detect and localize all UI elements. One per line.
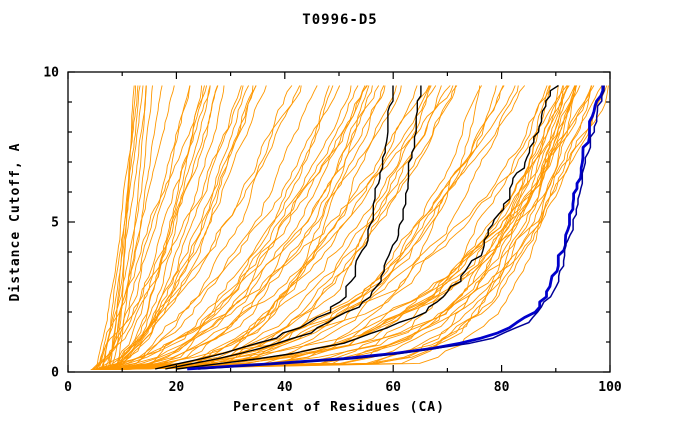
ensemble-curve — [91, 85, 368, 371]
x-tick-label: 60 — [385, 380, 401, 395]
black-model-1-curve — [154, 85, 394, 370]
ensemble-curve — [100, 85, 191, 370]
ensemble-curve — [113, 85, 397, 371]
ensemble-curve — [109, 85, 497, 371]
blue-model-2-curve — [198, 85, 605, 370]
ensemble-curve — [95, 85, 219, 370]
ensemble-curve — [111, 85, 451, 371]
ensemble-curve — [91, 85, 526, 371]
ensemble-curve — [106, 85, 175, 370]
y-tick-label: 10 — [43, 66, 59, 81]
ensemble-curve — [115, 85, 352, 371]
ensemble-curve — [92, 85, 592, 371]
ensemble-curve — [116, 85, 293, 370]
ensemble-curve — [101, 85, 249, 371]
curves-layer — [90, 84, 609, 371]
x-tick-label: 0 — [64, 380, 72, 395]
ensemble-curve — [104, 85, 516, 371]
ensemble-curve — [95, 85, 454, 371]
ensemble-curve — [102, 85, 402, 371]
ensemble-curve — [101, 85, 334, 371]
ensemble-curve — [98, 85, 456, 371]
y-tick-label: 0 — [51, 366, 59, 381]
ensemble-curve — [113, 85, 595, 371]
ensemble-curve — [91, 85, 211, 370]
x-tick-label: 40 — [277, 380, 293, 395]
ensemble-curve — [107, 85, 147, 370]
ensemble-curve — [95, 85, 577, 371]
ensemble-curve — [99, 85, 608, 371]
ensemble-curve — [103, 85, 504, 371]
ensemble-curve — [90, 85, 581, 371]
ensemble-curve — [101, 85, 578, 371]
ensemble-curve — [103, 85, 359, 371]
ensemble-curve — [116, 85, 548, 371]
x-tick-label: 100 — [598, 380, 622, 395]
ensemble-curve — [110, 85, 481, 371]
ensemble-curve — [105, 85, 442, 371]
x-tick-label: 80 — [494, 380, 510, 395]
ensemble-curve — [111, 85, 301, 371]
ensemble-curve — [101, 85, 368, 371]
ensemble-curve — [115, 85, 569, 371]
ensemble-curve — [96, 85, 205, 371]
ensemble-curve — [96, 85, 267, 370]
ensemble-curve — [103, 85, 568, 371]
ensemble-curve — [107, 85, 576, 371]
ensemble-curve — [92, 85, 191, 370]
ensemble-curve — [113, 85, 519, 371]
ensemble-curve — [98, 85, 386, 371]
axes-layer: 0 20 40 60 80 100 0 5 10 — [43, 66, 622, 396]
ensemble-curve — [93, 85, 564, 371]
ensemble-curve — [104, 85, 458, 371]
ensemble-curve — [92, 85, 593, 371]
ensemble-curve — [111, 85, 218, 370]
ensemble-curve — [102, 85, 141, 370]
ensemble-curve — [108, 85, 257, 370]
ensemble-curve — [105, 85, 482, 371]
ensemble-curve — [93, 85, 505, 371]
blue-model-1-curve — [187, 85, 605, 371]
black-model-3-curve — [176, 84, 559, 370]
ensemble-curve — [98, 85, 242, 370]
ensemble-curve — [92, 85, 153, 370]
ensemble-curve — [116, 85, 366, 371]
x-tick-label: 20 — [169, 380, 185, 395]
ensemble-curve — [111, 85, 211, 370]
ensemble-curve — [103, 85, 577, 371]
ensemble-curve — [95, 85, 139, 370]
ensemble-curve — [113, 85, 225, 370]
ensemble-curve — [96, 85, 418, 371]
y-tick-label: 5 — [51, 216, 59, 231]
black-model-2-curve — [165, 85, 422, 370]
ensemble-curve — [101, 85, 144, 370]
ensemble-curve — [94, 85, 576, 371]
ensemble-curve — [100, 85, 559, 371]
ensemble-curve — [103, 85, 370, 371]
ensemble-curve — [109, 85, 609, 371]
ensemble-curve — [108, 85, 373, 371]
ensemble-curve — [109, 85, 552, 371]
ensemble-curve — [102, 85, 254, 371]
ensemble-curve — [98, 85, 341, 371]
ensemble-curve — [114, 85, 244, 370]
ensemble-curve — [99, 85, 318, 371]
ensemble-curve — [103, 85, 380, 371]
x-axis-label: Percent of Residues (CA) — [233, 400, 445, 415]
chart-title: T0996-D5 — [302, 12, 378, 28]
ensemble-curve — [91, 85, 385, 371]
